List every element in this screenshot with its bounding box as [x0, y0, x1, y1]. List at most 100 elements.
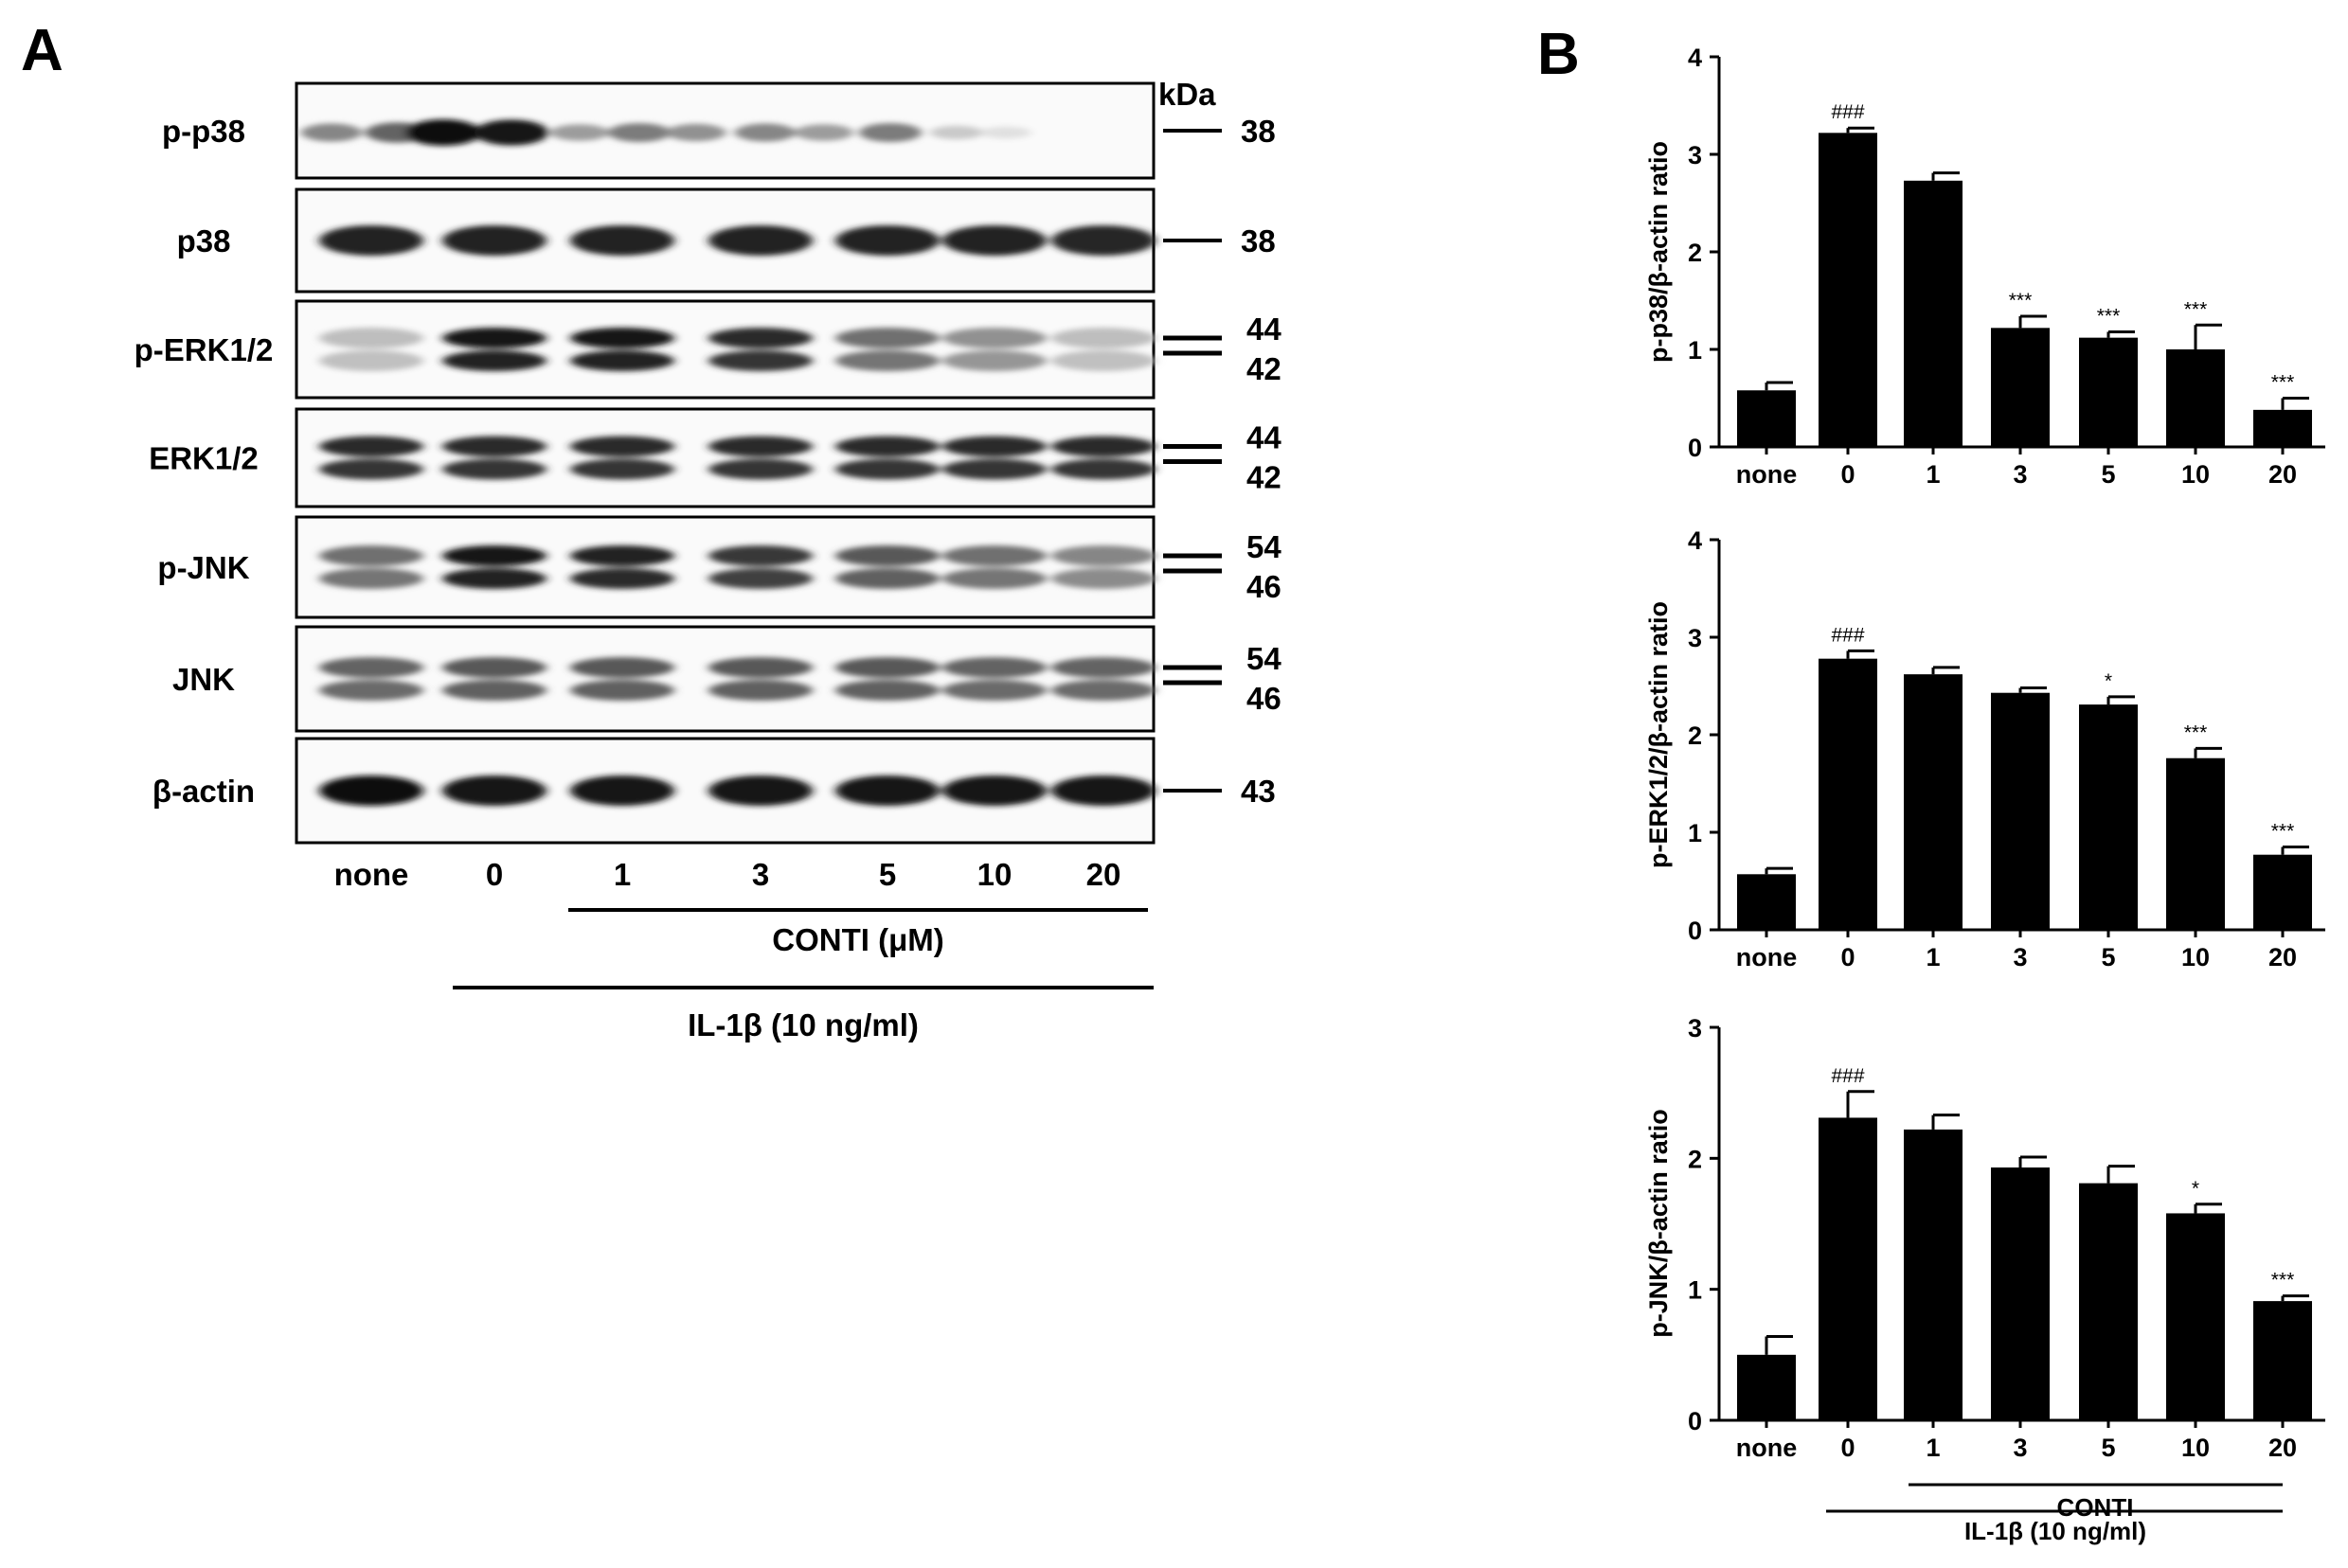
chart-p-erk: 0 1 2 3 4 p-ERK1/2/β-actin ratio none ### 0 1 3 * 5 *… — [1644, 526, 2325, 971]
bar — [1819, 133, 1877, 447]
il1b-label: IL-1β (10 ng/ml) — [688, 1007, 919, 1042]
bar — [2166, 1213, 2225, 1420]
blot-band-upper — [835, 657, 940, 678]
blot-band-lower — [942, 680, 1047, 701]
blot-band — [405, 119, 481, 146]
category-label: 20 — [2268, 460, 2297, 489]
bar — [1737, 390, 1796, 447]
marker-label-upper: 54 — [1246, 641, 1282, 676]
blot-band-upper — [835, 436, 940, 457]
blot-row: p38 38 — [177, 187, 1276, 294]
blot-row-label: p-ERK1/2 — [134, 332, 274, 367]
blot-band-lower — [835, 458, 940, 480]
blot-band — [666, 123, 726, 142]
blot-band-lower — [1051, 680, 1156, 701]
blot-band — [708, 775, 813, 806]
blot-band-lower — [442, 568, 547, 589]
bar — [1819, 1117, 1877, 1420]
blot-band — [980, 126, 1031, 139]
significance-label: *** — [2271, 1270, 2295, 1292]
blot-band-lower — [442, 458, 547, 480]
bar — [2079, 1183, 2138, 1420]
y-tick-label: 1 — [1688, 1276, 1702, 1305]
blot-band-upper — [942, 328, 1047, 348]
blot-band — [608, 123, 671, 142]
y-tick-label: 1 — [1688, 336, 1702, 365]
blot-band-upper — [319, 657, 423, 678]
blot-band-lower — [1051, 568, 1156, 589]
blot-band — [442, 775, 547, 806]
y-tick-label: 0 — [1688, 917, 1702, 945]
blot-band-lower — [319, 568, 423, 589]
blot-band-upper — [442, 545, 547, 566]
blot-band-lower — [835, 680, 940, 701]
panel-b-letter: B — [1537, 22, 1580, 87]
category-label: none — [1736, 460, 1798, 489]
significance-label: ### — [1831, 1065, 1864, 1087]
blot-band-lower — [942, 350, 1047, 371]
blot-band — [442, 225, 547, 256]
marker-label-upper: 44 — [1246, 312, 1282, 347]
blot-band-lower — [319, 680, 423, 701]
significance-label: *** — [2184, 298, 2208, 320]
bar — [2166, 757, 2225, 930]
blot-band-lower — [442, 350, 547, 371]
blot-bands — [319, 225, 1156, 256]
blot-band-upper — [942, 545, 1047, 566]
category-label: 1 — [1926, 943, 1940, 971]
blot-band — [795, 124, 853, 141]
category-label: 3 — [2013, 943, 2027, 971]
blot-band-upper — [708, 545, 813, 566]
blot-band-upper — [319, 328, 423, 348]
marker-label-lower: 46 — [1246, 681, 1282, 716]
category-label: 10 — [2181, 460, 2210, 489]
blot-band — [319, 225, 423, 256]
marker-label-lower: 46 — [1246, 569, 1282, 604]
blot-band-upper — [1051, 328, 1156, 348]
category-label: 1 — [1926, 460, 1940, 489]
bar — [2166, 349, 2225, 447]
category-label: 10 — [2181, 943, 2210, 971]
blot-row-label: β-actin — [152, 774, 255, 809]
category-label: 1 — [1926, 1434, 1940, 1462]
blot-band — [835, 775, 940, 806]
blot-band-lower — [835, 350, 940, 371]
category-label: none — [1736, 943, 1798, 971]
blot-band-lower — [708, 458, 813, 480]
blot-band — [300, 123, 363, 142]
significance-label: ### — [1831, 101, 1864, 123]
blot-row-label: p-p38 — [162, 114, 245, 149]
blot-rows: p-p38 38 p38 38 p-ERK1/2 44 42 ERK1/2 44 42 p-JNK 5… — [134, 81, 1282, 845]
bar — [1904, 180, 1963, 447]
blot-band-lower — [942, 568, 1047, 589]
category-label: none — [1736, 1434, 1798, 1462]
chart-p-jnk: 0 1 2 3 p-JNK/β-actin ratio none ### 0 1 3 5 * 10 ***… — [1644, 1014, 2325, 1462]
bar — [1737, 874, 1796, 930]
blot-band-upper — [570, 328, 674, 348]
blot-band-lower — [570, 568, 674, 589]
blot-band-upper — [319, 545, 423, 566]
blot-row: JNK 54 46 — [172, 625, 1282, 733]
blot-row: β-actin 43 — [152, 737, 1276, 845]
marker-label-upper: 44 — [1246, 420, 1282, 455]
bar — [1904, 674, 1963, 930]
bar — [2253, 409, 2312, 447]
blot-frame — [295, 299, 1156, 400]
blot-band-upper — [942, 657, 1047, 678]
y-tick-label: 3 — [1688, 624, 1702, 652]
blot-band-upper — [708, 436, 813, 457]
blot-row-label: p38 — [177, 223, 231, 258]
y-tick-label: 2 — [1688, 239, 1702, 267]
blot-band-lower — [708, 350, 813, 371]
bar — [2253, 854, 2312, 930]
significance-label: *** — [2271, 372, 2295, 394]
blot-band — [319, 775, 423, 806]
bar — [2079, 704, 2138, 930]
marker-label: 38 — [1241, 114, 1276, 149]
bar — [1991, 1167, 2050, 1420]
blot-band-lower — [1051, 458, 1156, 480]
kda-label: kDa — [1158, 77, 1216, 112]
blot-band — [708, 225, 813, 256]
category-label: 3 — [2013, 1434, 2027, 1462]
significance-label: *** — [2009, 290, 2033, 312]
